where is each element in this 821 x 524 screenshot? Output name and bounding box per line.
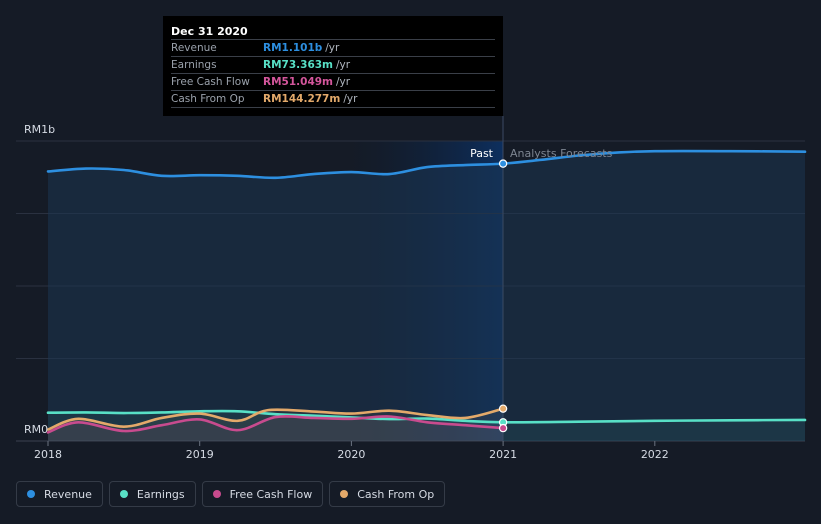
legend-item-cash-from-op[interactable]: Cash From Op — [329, 481, 446, 507]
tooltip-row-revenue: Revenue RM1.101b /yr — [171, 39, 495, 56]
tooltip-unit: /yr — [343, 93, 358, 105]
tooltip-unit: /yr — [336, 59, 351, 71]
axes: 2018 2019 2020 2021 2022 RM1b RM0 — [24, 123, 669, 461]
earnings-dot-icon — [119, 490, 128, 498]
tooltip: Dec 31 2020 Revenue RM1.101b /yr Earning… — [163, 16, 503, 116]
cash_from_op-line — [46, 407, 505, 431]
tooltip-label: Cash From Op — [171, 93, 245, 105]
tooltip-unit: /yr — [325, 42, 340, 54]
legend: Revenue Earnings Free Cash Flow Cash Fro… — [16, 481, 446, 507]
tooltip-row-cash-from-op: Cash From Op RM144.277m /yr — [171, 90, 495, 108]
tooltip-label: Earnings — [171, 59, 217, 71]
revenue-line — [46, 149, 807, 180]
revenue-marker — [498, 159, 508, 168]
tooltip-row-free-cash-flow: Free Cash Flow RM51.049m /yr — [171, 73, 495, 90]
past-label: Past — [470, 147, 494, 160]
tooltip-row-earnings: Earnings RM73.363m /yr — [171, 56, 495, 73]
revenue-dot-icon — [27, 490, 35, 498]
tooltip-label: Free Cash Flow — [171, 76, 250, 88]
revenue-area — [48, 151, 805, 441]
tooltip-value: RM51.049m — [263, 76, 333, 88]
y-tick-label: RM1b — [24, 123, 55, 136]
x-tick-label: 2021 — [489, 448, 517, 461]
free_cash_flow-marker — [498, 423, 508, 433]
x-tick-label: 2019 — [186, 448, 214, 461]
cash-from-op-dot-icon — [340, 490, 349, 498]
revenue-area — [48, 151, 805, 441]
tooltip-unit: /yr — [336, 76, 351, 88]
free_cash_flow-line — [46, 415, 505, 434]
tooltip-value: RM144.277m — [263, 93, 341, 105]
free-cash-flow-dot-icon — [212, 490, 221, 498]
tooltip-value: RM73.363m — [263, 59, 333, 71]
y-tick-label: RM0 — [24, 423, 48, 436]
forecast-label: Analysts Forecasts — [510, 147, 613, 160]
legend-label: Cash From Op — [357, 487, 435, 501]
tooltip-date: Dec 31 2020 — [171, 25, 248, 38]
legend-item-earnings[interactable]: Earnings — [108, 481, 196, 507]
x-tick-label: 2020 — [337, 448, 365, 461]
legend-item-free-cash-flow[interactable]: Free Cash Flow — [201, 481, 324, 507]
free_cash_flow-area — [48, 416, 504, 441]
tooltip-label: Revenue — [171, 42, 217, 54]
legend-item-revenue[interactable]: Revenue — [16, 481, 103, 507]
x-tick-label: 2022 — [641, 448, 669, 461]
tooltip-value: RM1.101b — [263, 42, 323, 54]
legend-label: Free Cash Flow — [229, 487, 313, 501]
series-markers — [498, 159, 508, 433]
x-tick-label: 2018 — [34, 448, 62, 461]
legend-label: Earnings — [136, 487, 185, 501]
series-lines — [46, 149, 807, 434]
cash_from_op-marker — [498, 404, 508, 413]
legend-label: Revenue — [44, 487, 92, 501]
earnings-area — [48, 411, 805, 441]
